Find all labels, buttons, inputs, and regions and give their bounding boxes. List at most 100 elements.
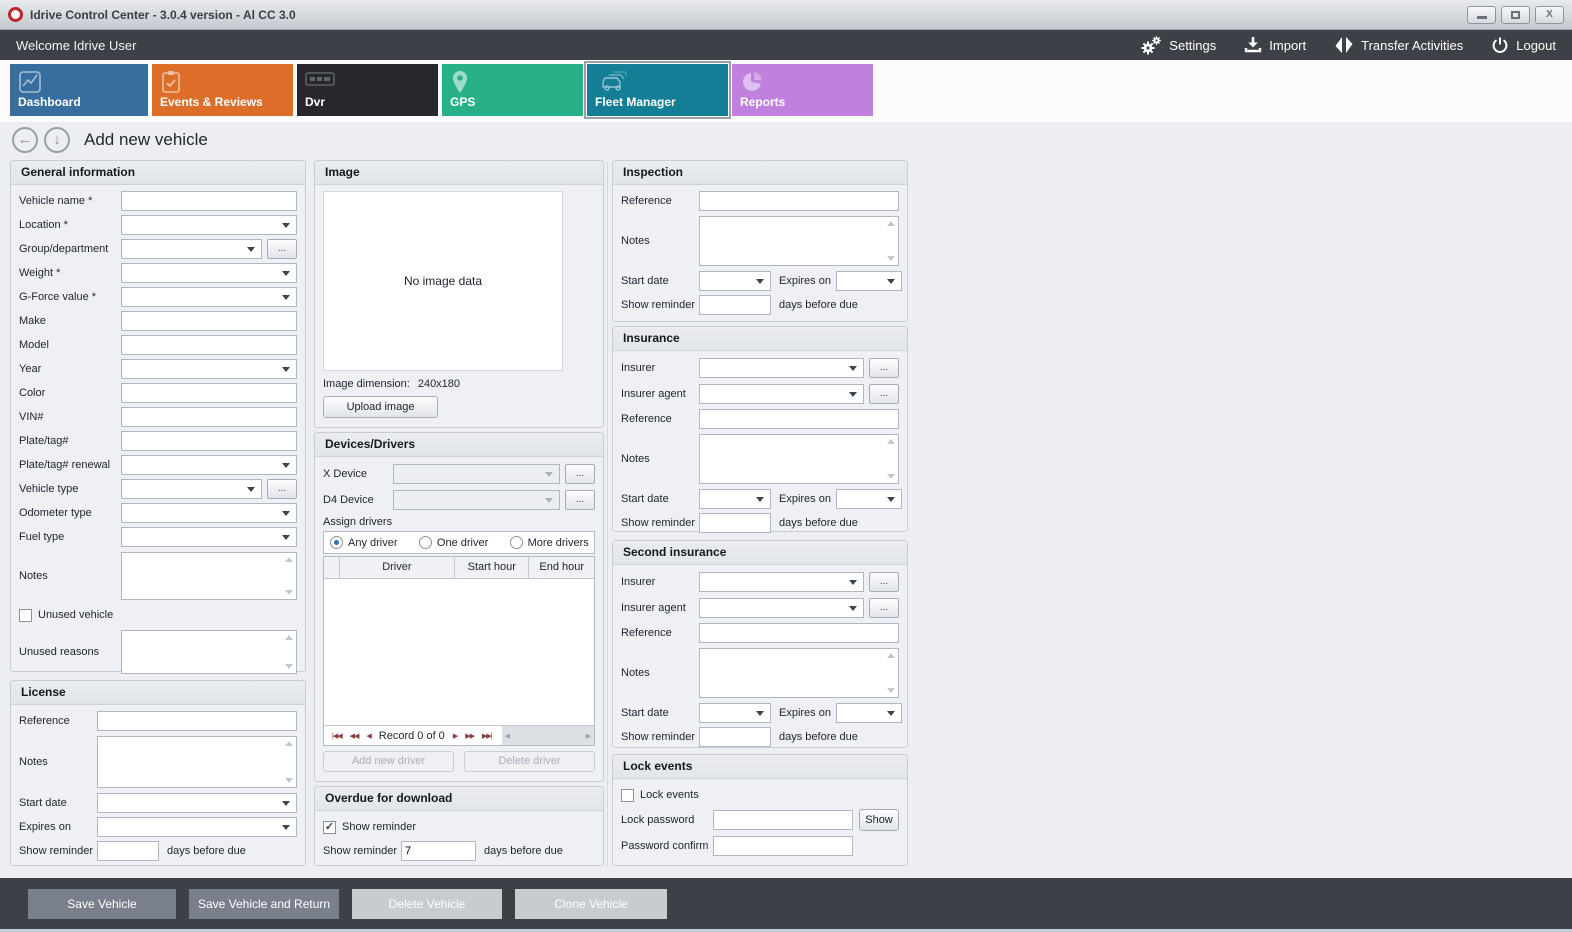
second-insurer-agent-select[interactable] [699, 598, 864, 618]
color-field[interactable] [121, 383, 297, 403]
group-department-browse-button[interactable]: ... [267, 239, 297, 259]
license-reminder-days-field[interactable] [97, 841, 159, 861]
second-insurance-start-date-select[interactable] [699, 703, 771, 723]
overdue-show-reminder-checkbox[interactable]: ✓ [323, 820, 336, 834]
next-page-button[interactable]: ▶▶ [465, 732, 475, 740]
radio-any-driver[interactable]: Any driver [330, 536, 398, 549]
second-insurance-expires-select[interactable] [835, 703, 902, 723]
first-record-button[interactable]: |◀◀ [332, 732, 343, 740]
start-hour-column-header[interactable]: Start hour [455, 557, 530, 578]
driver-column-header[interactable]: Driver [340, 557, 456, 578]
unused-vehicle-checkbox[interactable] [19, 608, 32, 622]
tab-fleet-manager[interactable]: Fleet Manager [584, 61, 731, 119]
prev-record-button[interactable]: ◀ [366, 732, 371, 740]
insurance-expires-select[interactable] [835, 489, 902, 509]
inspection-notes-textarea[interactable] [699, 216, 899, 266]
add-new-driver-button[interactable]: Add new driver [323, 750, 454, 772]
year-select[interactable] [121, 359, 297, 379]
show-password-button[interactable]: Show [859, 809, 899, 831]
prev-page-button[interactable]: ◀◀ [349, 732, 360, 740]
plate-tag-field[interactable] [121, 431, 297, 451]
lock-events-checkbox[interactable] [621, 788, 634, 802]
overdue-reminder-days-field[interactable] [401, 841, 476, 861]
weight-select[interactable] [121, 263, 297, 283]
tab-gps[interactable]: GPS [442, 64, 583, 116]
radio-one-driver[interactable]: One driver [418, 536, 488, 549]
settings-button[interactable]: Settings [1140, 35, 1216, 55]
next-record-button[interactable]: ▶ [452, 732, 458, 740]
clone-vehicle-button[interactable]: Clone Vehicle [515, 888, 667, 919]
second-insurance-notes-textarea[interactable] [699, 648, 899, 698]
location-select[interactable] [121, 215, 297, 235]
last-record-button[interactable]: ▶▶| [481, 732, 493, 740]
delete-vehicle-button[interactable]: Delete Vehicle [352, 888, 502, 919]
notes-textarea[interactable] [121, 552, 297, 600]
scroll-down-icon [887, 474, 895, 479]
inspection-reference-field[interactable] [699, 191, 899, 211]
group-department-select[interactable] [121, 239, 262, 259]
maximize-button[interactable] [1501, 5, 1530, 24]
save-vehicle-and-return-button[interactable]: Save Vehicle and Return [189, 888, 339, 919]
upload-image-button[interactable]: Upload image [323, 396, 438, 418]
tab-dvr[interactable]: Dvr [297, 64, 438, 116]
inspection-expires-select[interactable] [835, 271, 902, 291]
end-hour-column-header[interactable]: End hour [539, 561, 585, 573]
plate-renewal-select[interactable] [121, 455, 297, 475]
lock-password-field[interactable] [713, 810, 853, 830]
odometer-type-select[interactable] [121, 503, 297, 523]
vehicle-type-browse-button[interactable]: ... [267, 479, 297, 499]
second-insurer-agent-browse-button[interactable]: ... [869, 598, 899, 618]
x-device-browse-button[interactable]: ... [565, 464, 595, 484]
gforce-select[interactable] [121, 287, 297, 307]
tab-events-reviews[interactable]: Events & Reviews [152, 64, 293, 116]
drivers-grid-body[interactable] [324, 579, 594, 725]
insurance-reference-field[interactable] [699, 409, 899, 429]
license-notes-textarea[interactable] [97, 736, 297, 788]
insurer-select[interactable] [699, 358, 864, 378]
logout-button[interactable]: Logout [1491, 36, 1556, 54]
unused-reasons-textarea[interactable] [121, 630, 297, 674]
insurer-browse-button[interactable]: ... [869, 358, 899, 378]
inspection-start-date-select[interactable] [699, 271, 771, 291]
license-expires-select[interactable] [97, 817, 297, 837]
back-button[interactable]: ← [12, 127, 38, 153]
d4-device-select[interactable] [393, 490, 560, 510]
import-button[interactable]: Import [1244, 36, 1306, 54]
insurance-reminder-days-field[interactable] [699, 513, 771, 533]
horizontal-scrollbar[interactable]: ◀ ▶ [501, 726, 594, 745]
inspection-reminder-days-field[interactable] [699, 295, 771, 315]
second-insurance-reference-field[interactable] [699, 623, 899, 643]
second-insurer-browse-button[interactable]: ... [869, 572, 899, 592]
vehicle-type-select[interactable] [121, 479, 262, 499]
password-confirm-field[interactable] [713, 836, 853, 856]
close-button[interactable]: X [1535, 5, 1564, 24]
delete-driver-button[interactable]: Delete driver [464, 750, 595, 772]
insurer-agent-select[interactable] [699, 384, 864, 404]
inspection-expires-label: Expires on [779, 275, 831, 287]
d4-device-browse-button[interactable]: ... [565, 490, 595, 510]
tab-dashboard[interactable]: Dashboard [10, 64, 148, 116]
x-device-select[interactable] [393, 464, 560, 484]
scroll-right-icon: ▶ [585, 732, 591, 740]
vehicle-name-field[interactable] [121, 191, 297, 211]
fuel-type-select[interactable] [121, 527, 297, 547]
vin-field[interactable] [121, 407, 297, 427]
save-vehicle-button[interactable]: Save Vehicle [28, 888, 176, 919]
license-reference-field[interactable] [97, 711, 297, 731]
image-dimension-label: Image dimension: [323, 378, 410, 390]
radio-more-drivers[interactable]: More drivers [509, 536, 589, 549]
license-start-date-select[interactable] [97, 793, 297, 813]
second-insurer-select[interactable] [699, 572, 864, 592]
minimize-button[interactable] [1467, 5, 1496, 24]
insurer-agent-browse-button[interactable]: ... [869, 384, 899, 404]
transfer-activities-button[interactable]: Transfer Activities [1334, 35, 1463, 55]
insurance-start-date-select[interactable] [699, 489, 771, 509]
make-field[interactable] [121, 311, 297, 331]
assign-drivers-radio-group: Any driver One driver More drivers [323, 531, 595, 554]
down-button[interactable]: ↓ [44, 127, 70, 153]
second-insurance-reminder-days-field[interactable] [699, 727, 771, 747]
second-insurer-agent-label: Insurer agent [621, 602, 686, 614]
model-field[interactable] [121, 335, 297, 355]
insurance-notes-textarea[interactable] [699, 434, 899, 484]
tab-reports[interactable]: Reports [732, 64, 873, 116]
